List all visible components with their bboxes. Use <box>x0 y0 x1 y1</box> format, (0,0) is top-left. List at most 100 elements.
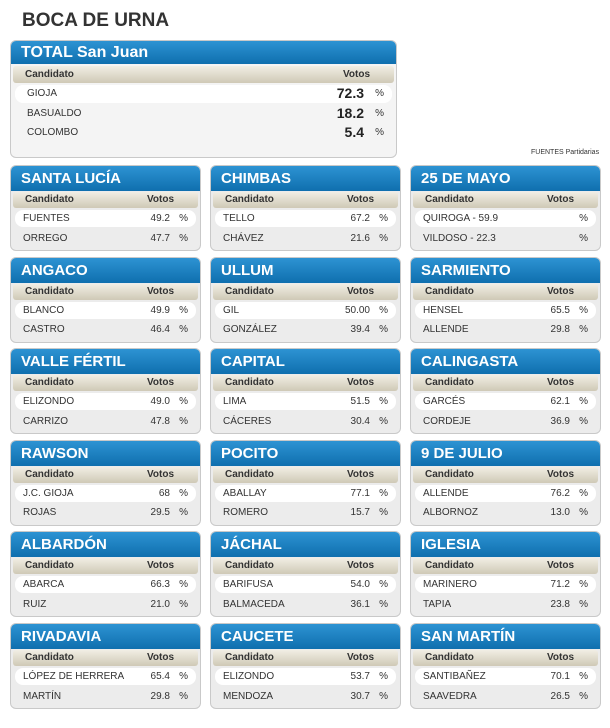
column-header: Candidato Votos <box>13 66 394 83</box>
result-row: VILDOSO - 22.3% <box>415 230 596 247</box>
unit: % <box>379 690 388 702</box>
source-note: FUENTES Partidarias <box>531 149 600 156</box>
result-row: TAPIA 23.8% <box>415 596 596 613</box>
result-row: BLANCO 49.9% <box>15 301 196 319</box>
unit: % <box>379 487 388 499</box>
district-panel: POCITO Candidato Votos ABALLAY 77.1% ROMERO 15… <box>210 439 401 526</box>
result-row: ELIZONDO 53.7% <box>215 668 396 685</box>
district-panel: CAUCETE Candidato Votos ELIZONDO 53.7% MENDOZ… <box>210 623 401 709</box>
district-panel: VALLE FÉRTIL Candidato Votos ELIZONDO 49.0% C… <box>10 348 201 435</box>
vote-value: 39.4 <box>350 324 370 336</box>
column-label: Candidato <box>25 194 74 205</box>
unit: % <box>375 107 384 119</box>
column-label: Candidato <box>225 285 274 297</box>
unit: % <box>579 507 588 519</box>
column-label: Candidato <box>425 468 474 480</box>
column-label: Votos <box>547 285 575 297</box>
vote-value: 30.4 <box>350 415 370 427</box>
column-header: Candidato Votos <box>413 192 598 208</box>
column-label: Candidato <box>25 285 74 297</box>
unit: % <box>379 324 388 336</box>
column-label: Votos <box>147 560 175 572</box>
district-panel: SANTA LUCÍA Candidato Votos FUENTES 49.2% ORR… <box>10 165 201 251</box>
candidate-name: ROJAS <box>23 507 57 519</box>
candidate-name: ABARCA <box>23 579 65 591</box>
district-panel: RIVADAVIA Candidato Votos LÓPEZ DE HERRERA 6… <box>10 623 201 709</box>
unit: % <box>579 415 588 427</box>
result-row: CORDEJE 36.9% <box>415 413 596 430</box>
unit: % <box>579 396 588 408</box>
column-label: Votos <box>547 194 575 205</box>
result-row: CARRIZO 47.8% <box>15 413 196 430</box>
vote-value: 46.4 <box>150 324 170 336</box>
unit: % <box>379 213 388 224</box>
column-header: Candidato Votos <box>13 466 198 483</box>
district-panel: SAN MARTÍN Candidato Votos SANTIBAÑEZ 70.1% S… <box>410 623 601 709</box>
candidate-name: ALLENDE <box>423 487 469 499</box>
column-label: Votos <box>147 194 175 205</box>
column-header: Candidato Votos <box>413 558 598 575</box>
unit: % <box>379 671 388 682</box>
vote-value: 26.5 <box>550 690 570 702</box>
unit: % <box>179 304 188 316</box>
vote-value: 70.1 <box>550 671 570 682</box>
vote-value: 21.6 <box>350 232 370 244</box>
vote-value: 65.5 <box>550 304 570 316</box>
district-panel: JÁCHAL Candidato Votos BARIFUSA 54.0% BALMACE… <box>210 531 401 618</box>
vote-value: 72.3 <box>336 85 364 101</box>
panel-title: ULLUM <box>211 257 400 283</box>
panel-title: TOTAL San Juan <box>11 41 396 64</box>
column-label: Votos <box>147 285 175 297</box>
vote-value: 66.3 <box>150 579 170 591</box>
result-row: LÓPEZ DE HERRERA 65.4% <box>15 668 196 685</box>
unit: % <box>379 232 388 244</box>
candidate-name: CÁCERES <box>223 415 272 427</box>
result-row: SAAVEDRA 26.5% <box>415 688 596 705</box>
unit: % <box>579 232 588 244</box>
result-row: BALMACEDA 36.1% <box>215 596 396 613</box>
vote-value: 29.8 <box>550 324 570 336</box>
column-header: Candidato Votos <box>13 375 198 392</box>
result-row: CÁCERES 30.4% <box>215 413 396 430</box>
district-panel: CAPITAL Candidato Votos LIMA 51.5% CÁCERES 30.… <box>210 348 401 435</box>
candidate-name: QUIROGA - 59.9 <box>423 213 499 224</box>
vote-value: 15.7 <box>350 507 370 519</box>
panel-title: 25 DE MAYO <box>411 166 600 191</box>
candidate-name: MENDOZA <box>223 690 273 702</box>
result-row: ROJAS 29.5% <box>15 504 196 521</box>
result-row: LIMA 51.5% <box>215 393 396 411</box>
unit: % <box>179 415 188 427</box>
column-header: Candidato Votos <box>413 650 598 666</box>
column-label: Candidato <box>225 560 274 572</box>
column-header: Candidato Votos <box>213 375 398 392</box>
district-panel: 9 DE JULIO Candidato Votos ALLENDE 76.2% ALBO… <box>410 439 601 526</box>
unit: % <box>379 415 388 427</box>
result-row: ROMERO 15.7% <box>215 504 396 521</box>
candidate-name: BASUALDO <box>27 107 82 119</box>
column-label: Votos <box>147 377 175 389</box>
panel-title: JÁCHAL <box>211 532 400 558</box>
vote-value: 5.4 <box>344 124 364 140</box>
result-row: ALBORNOZ 13.0% <box>415 504 596 521</box>
vote-value: 67.2 <box>350 213 370 224</box>
candidate-name: BLANCO <box>23 304 65 316</box>
panel-title: SARMIENTO <box>411 257 600 283</box>
vote-value: 49.0 <box>150 396 170 408</box>
column-label: Votos <box>147 468 175 480</box>
candidate-name: GARCÉS <box>423 396 466 408</box>
column-label: Votos <box>547 468 575 480</box>
vote-value: 51.5 <box>350 396 370 408</box>
unit: % <box>579 487 588 499</box>
unit: % <box>179 232 188 244</box>
panel-title: CHIMBAS <box>211 166 400 191</box>
panel-title: RAWSON <box>11 440 200 466</box>
candidate-name: LIMA <box>223 396 247 408</box>
candidate-name: ORREGO <box>23 232 68 244</box>
vote-value: 50.00 <box>344 304 370 316</box>
unit: % <box>579 304 588 316</box>
vote-value: 18.2 <box>336 104 364 121</box>
column-label: Candidato <box>25 652 74 663</box>
candidate-name: CARRIZO <box>23 415 68 427</box>
vote-value: 36.9 <box>550 415 570 427</box>
panel-title: CAPITAL <box>211 349 400 375</box>
